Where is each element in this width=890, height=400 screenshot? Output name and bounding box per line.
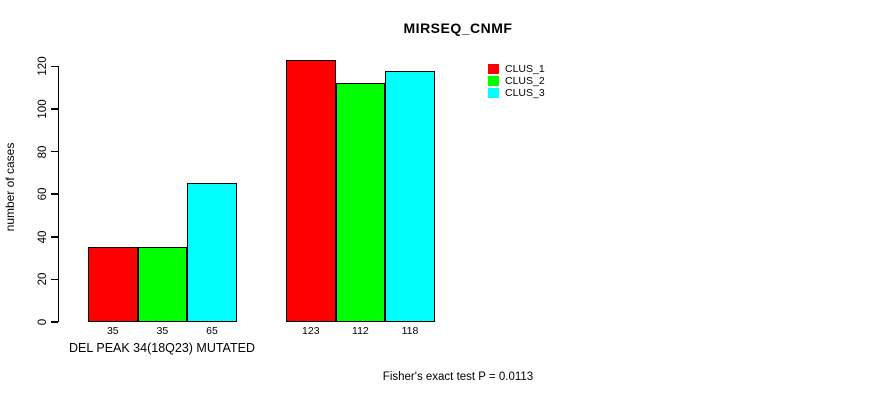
y-axis-line: [57, 66, 59, 322]
y-axis-tick: [50, 193, 58, 195]
stat-annotation: Fisher's exact test P = 0.0113: [382, 371, 534, 383]
bar-value-label: 35: [106, 325, 119, 337]
legend-item: CLUS_2: [488, 75, 545, 87]
bar-clus_1: [286, 59, 336, 322]
legend-label: CLUS_3: [505, 87, 545, 99]
bar-value-label: 65: [206, 325, 218, 337]
y-axis-tick-label: 80: [37, 145, 49, 158]
bar-value-label: 118: [401, 325, 419, 337]
legend-label: CLUS_1: [505, 63, 545, 75]
bar-value-label: 35: [156, 325, 169, 337]
y-axis-tick: [50, 278, 58, 281]
y-axis-tick-label: 20: [37, 272, 49, 286]
y-axis-tick: [50, 150, 58, 153]
bar-clus_3: [385, 70, 435, 322]
bar-clus_3: [187, 183, 237, 322]
y-axis-tick-label: 60: [37, 187, 49, 201]
y-axis-label: number of cases: [3, 142, 17, 232]
bar-clus_2: [137, 247, 188, 322]
chart-title: MIRSEQ_CNMF: [403, 20, 513, 36]
legend-swatch-clus2: [488, 76, 499, 86]
bar-clus_1: [88, 247, 138, 322]
y-axis-tick-label: 40: [37, 230, 49, 244]
y-axis-tick: [50, 321, 58, 323]
bar-clus_2: [335, 83, 386, 322]
legend-item: CLUS_3: [488, 87, 545, 99]
legend-label: CLUS_2: [505, 75, 545, 87]
y-axis-tick: [50, 108, 58, 110]
legend-swatch-clus3: [488, 88, 499, 98]
legend: CLUS_1 CLUS_2 CLUS_3: [488, 63, 545, 99]
y-axis-tick: [50, 236, 58, 238]
bar-value-label: 123: [302, 325, 320, 337]
legend-swatch-clus1: [488, 64, 499, 74]
legend-item: CLUS_1: [488, 63, 545, 75]
y-axis-tick: [50, 65, 58, 67]
y-axis-tick-label: 0: [37, 318, 49, 326]
y-axis-tick-label: 100: [37, 99, 49, 119]
y-axis-tick-label: 120: [37, 56, 49, 76]
x-axis-group-label: DEL PEAK 34(18Q23) MUTATED: [69, 341, 255, 355]
bar-value-label: 112: [352, 325, 369, 337]
